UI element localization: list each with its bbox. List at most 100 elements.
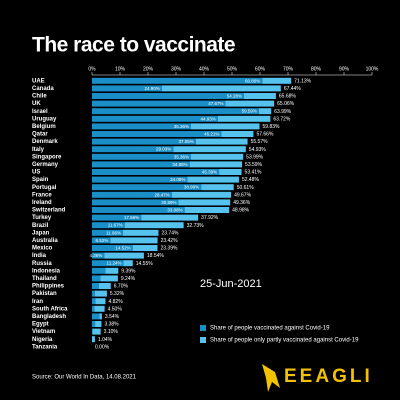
total-label: 9.39%	[121, 268, 136, 274]
total-label: 4.50%	[108, 306, 123, 312]
bar-segment	[191, 123, 260, 130]
total-label: 59.83%	[263, 124, 281, 130]
total-label: 0.00%	[95, 344, 110, 350]
value-label: 44.93%	[201, 116, 216, 121]
value-label: 34.08%	[170, 177, 185, 182]
bar-segment	[189, 161, 243, 168]
total-label: 53.59%	[245, 162, 263, 168]
bar-segment	[92, 267, 106, 274]
bar-segment	[171, 191, 232, 198]
bar-segment	[92, 93, 244, 99]
y-tick-label: Canada	[32, 86, 54, 92]
y-tick-label: UAE	[32, 78, 45, 84]
x-tick-label: 100%	[366, 66, 379, 72]
total-label: 3.10%	[104, 329, 119, 335]
y-tick-label: Egypt	[32, 322, 49, 328]
legend-swatch	[200, 337, 206, 343]
y-tick-label: Pakistan	[32, 291, 57, 297]
bar-segment	[92, 146, 174, 153]
bar-segment	[92, 275, 101, 282]
bar-segment	[99, 313, 102, 320]
bar-segment	[95, 321, 102, 327]
value-label: 4.36%	[89, 253, 102, 258]
bar-segment	[92, 290, 95, 297]
total-label: 55.57%	[251, 139, 269, 145]
total-label: 63.72%	[273, 116, 291, 122]
total-label: 48.98%	[232, 208, 250, 214]
y-tick-label: Indonesia	[32, 268, 61, 274]
chart-title: The race to vaccinate	[32, 34, 235, 57]
x-tick-label: 70%	[283, 66, 294, 72]
y-tick-label: Ireland	[32, 200, 52, 206]
bar-segment	[92, 199, 179, 206]
bar-segment	[191, 153, 244, 160]
bar-segment	[219, 169, 242, 175]
total-label: 9.24%	[121, 276, 136, 282]
bar-segment	[178, 199, 231, 206]
x-tick-label: 90%	[339, 66, 350, 72]
value-label: 35.36%	[174, 154, 189, 159]
bar-segment	[92, 85, 162, 92]
value-label: 11.06%	[106, 230, 121, 235]
bar-segment	[92, 260, 124, 267]
x-tick-label: 40%	[199, 66, 210, 72]
bar-segment	[92, 138, 196, 145]
total-label: 3.38%	[104, 322, 119, 328]
x-tick-label: 50%	[227, 66, 238, 72]
x-tick-label: 20%	[143, 66, 154, 72]
bar-segment	[99, 283, 111, 289]
x-tick-label: 30%	[171, 66, 182, 72]
bar-segment	[92, 313, 100, 320]
total-label: 6.70%	[114, 284, 129, 290]
brand: EEAGLI	[284, 366, 373, 387]
value-label: 6.52%	[95, 238, 108, 243]
bar-segment	[92, 252, 105, 259]
value-label: 46.21%	[204, 131, 219, 136]
bar-segment	[225, 100, 275, 107]
legend-swatch	[200, 325, 206, 331]
value-label: 37.05%	[178, 139, 193, 144]
total-label: 32.73%	[187, 223, 205, 229]
y-tick-label: Russia	[32, 261, 52, 267]
y-tick-label: Switzerland	[32, 208, 66, 214]
value-label: 59.59%	[242, 109, 257, 114]
bar-segment	[187, 176, 239, 183]
total-label: 71.13%	[294, 78, 312, 84]
legend-label: Share of people vaccinated against Covid…	[210, 326, 330, 332]
bar-segment	[161, 85, 281, 92]
total-label: 53.41%	[245, 170, 263, 176]
bar-segment	[123, 260, 133, 267]
bar-segment	[92, 184, 202, 191]
total-label: 23.39%	[160, 246, 178, 252]
total-label: 4.82%	[108, 299, 123, 305]
source: Source: Our World In Data, 14.08.2021	[32, 375, 137, 381]
bar-segment	[258, 108, 272, 115]
y-tick-label: Japan	[32, 230, 50, 236]
y-tick-label: India	[32, 253, 47, 259]
bar-segment	[92, 191, 172, 198]
y-tick-label: Israel	[32, 109, 48, 115]
value-label: 54.28%	[227, 93, 242, 98]
y-tick-label: Spain	[32, 177, 49, 183]
x-tick-label: 80%	[311, 66, 322, 72]
value-label: 29.03%	[156, 147, 171, 152]
x-tick-label: 60%	[255, 66, 266, 72]
y-tick-label: Nigeria	[32, 337, 53, 343]
bar-segment	[92, 298, 96, 305]
value-label: 38.99%	[184, 185, 199, 190]
legend-label: Share of people only partly vaccinated a…	[210, 338, 359, 344]
total-label: 53.99%	[246, 154, 264, 160]
bar-segment	[92, 222, 125, 229]
date-annotation: 25-Jun-2021	[200, 278, 262, 290]
y-tick-label: Iran	[32, 299, 43, 305]
total-label: 57.66%	[256, 132, 274, 138]
bar-segment	[92, 169, 220, 175]
bar-segment	[94, 290, 107, 297]
total-label: 1.04%	[98, 337, 113, 343]
bar-segment	[184, 207, 230, 213]
bar-segment	[92, 237, 111, 244]
bar-segment	[132, 245, 158, 251]
bar-segment	[104, 252, 144, 259]
value-label: 11.24%	[107, 261, 122, 266]
